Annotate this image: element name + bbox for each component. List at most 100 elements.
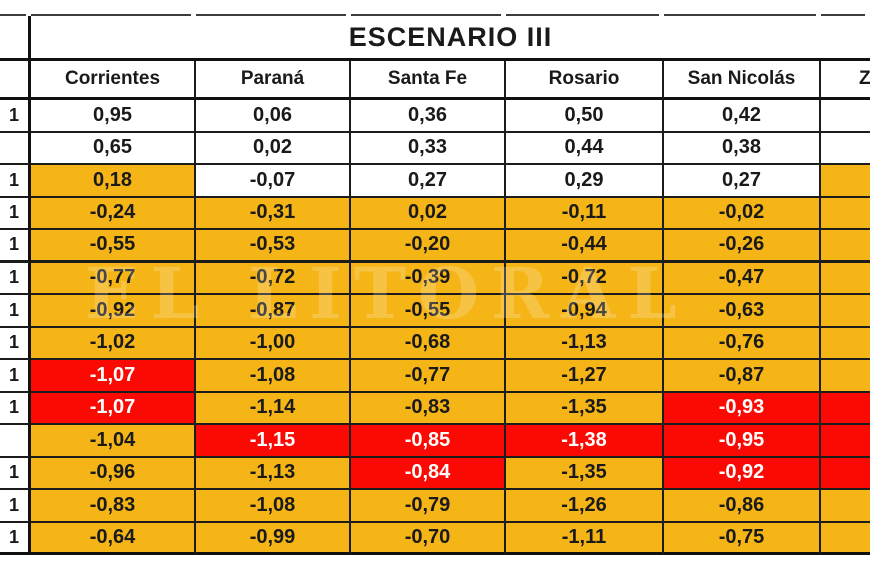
data-cell[interactable]: -0,79 [351, 490, 506, 523]
data-cell[interactable]: -0,64 [31, 522, 196, 555]
data-cell-clipped[interactable] [821, 100, 870, 133]
data-cell-clipped[interactable] [821, 230, 870, 263]
data-cell[interactable]: 0,44 [506, 132, 664, 165]
data-cell[interactable]: -1,02 [31, 327, 196, 360]
data-cell[interactable]: 0,65 [31, 132, 196, 165]
column-header-paran-[interactable]: Paraná [196, 61, 351, 100]
data-cell[interactable]: 0,27 [664, 165, 821, 198]
data-cell[interactable]: -1,13 [196, 457, 351, 490]
data-cell[interactable]: 0,02 [196, 132, 351, 165]
data-cell[interactable]: -1,07 [31, 360, 196, 393]
data-cell[interactable]: -0,02 [664, 197, 821, 230]
data-cell[interactable]: -0,77 [351, 360, 506, 393]
data-cell[interactable]: -0,87 [664, 360, 821, 393]
data-cell[interactable]: 0,06 [196, 100, 351, 133]
data-cell[interactable]: 0,50 [506, 100, 664, 133]
data-cell[interactable]: -0,70 [351, 522, 506, 555]
data-cell-clipped[interactable] [821, 262, 870, 295]
data-cell-clipped[interactable] [821, 295, 870, 328]
row-label-cell[interactable] [0, 132, 31, 165]
data-cell-clipped[interactable] [821, 392, 870, 425]
data-cell-clipped[interactable] [821, 132, 870, 165]
column-header-santa-fe[interactable]: Santa Fe [351, 61, 506, 100]
data-cell[interactable]: -0,07 [196, 165, 351, 198]
data-cell-clipped[interactable] [821, 165, 870, 198]
data-cell[interactable]: -0,92 [31, 295, 196, 328]
row-label-cell[interactable]: 1 [0, 490, 31, 523]
data-cell[interactable]: 0,02 [351, 197, 506, 230]
data-cell[interactable]: 0,33 [351, 132, 506, 165]
data-cell[interactable]: -0,86 [664, 490, 821, 523]
row-label-cell[interactable]: 1 [0, 197, 31, 230]
data-cell[interactable]: -1,26 [506, 490, 664, 523]
row-label-cell[interactable]: 1 [0, 392, 31, 425]
data-cell[interactable]: -1,14 [196, 392, 351, 425]
data-cell[interactable]: -0,53 [196, 230, 351, 263]
row-label-cell[interactable]: 1 [0, 522, 31, 555]
data-cell[interactable]: -0,11 [506, 197, 664, 230]
row-label-cell[interactable]: 1 [0, 100, 31, 133]
data-cell[interactable]: -1,15 [196, 425, 351, 458]
data-cell[interactable]: -1,00 [196, 327, 351, 360]
data-cell-clipped[interactable] [821, 360, 870, 393]
data-cell[interactable]: -0,26 [664, 230, 821, 263]
row-label-cell[interactable] [0, 425, 31, 458]
data-cell[interactable]: -0,24 [31, 197, 196, 230]
data-cell[interactable]: -0,85 [351, 425, 506, 458]
row-label-cell[interactable]: 1 [0, 262, 31, 295]
column-header-z[interactable]: Z [821, 61, 870, 100]
data-cell[interactable]: -0,96 [31, 457, 196, 490]
data-cell[interactable]: -0,72 [196, 262, 351, 295]
data-cell[interactable]: -0,95 [664, 425, 821, 458]
data-cell-clipped[interactable] [821, 522, 870, 555]
data-cell[interactable]: -0,72 [506, 262, 664, 295]
data-cell[interactable]: -0,92 [664, 457, 821, 490]
data-cell[interactable]: 0,38 [664, 132, 821, 165]
data-cell[interactable]: -0,55 [31, 230, 196, 263]
data-cell[interactable]: -0,83 [351, 392, 506, 425]
data-cell[interactable]: -0,94 [506, 295, 664, 328]
data-cell[interactable]: 0,18 [31, 165, 196, 198]
column-header-rosario[interactable]: Rosario [506, 61, 664, 100]
data-cell[interactable]: -1,08 [196, 490, 351, 523]
data-cell[interactable]: 0,42 [664, 100, 821, 133]
data-cell[interactable]: -0,63 [664, 295, 821, 328]
row-label-cell[interactable]: 1 [0, 295, 31, 328]
data-cell[interactable]: -1,27 [506, 360, 664, 393]
row-label-cell[interactable]: 1 [0, 165, 31, 198]
data-cell[interactable]: -0,44 [506, 230, 664, 263]
data-cell-clipped[interactable] [821, 197, 870, 230]
data-cell[interactable]: -0,39 [351, 262, 506, 295]
data-cell[interactable]: -1,35 [506, 392, 664, 425]
data-cell[interactable]: -0,84 [351, 457, 506, 490]
data-cell-clipped[interactable] [821, 490, 870, 523]
row-label-cell[interactable]: 1 [0, 360, 31, 393]
column-header-san-nicol-s[interactable]: San Nicolás [664, 61, 821, 100]
data-cell[interactable]: -1,13 [506, 327, 664, 360]
data-cell[interactable]: -1,04 [31, 425, 196, 458]
row-label-cell[interactable]: 1 [0, 457, 31, 490]
data-cell-clipped[interactable] [821, 457, 870, 490]
data-cell[interactable]: -0,75 [664, 522, 821, 555]
data-cell-clipped[interactable] [821, 425, 870, 458]
data-cell[interactable]: -1,08 [196, 360, 351, 393]
row-label-cell[interactable]: 1 [0, 230, 31, 263]
data-cell[interactable]: -0,77 [31, 262, 196, 295]
data-cell[interactable]: -1,38 [506, 425, 664, 458]
data-cell[interactable]: -1,35 [506, 457, 664, 490]
data-cell[interactable]: 0,36 [351, 100, 506, 133]
data-cell[interactable]: -0,31 [196, 197, 351, 230]
row-label-cell[interactable]: 1 [0, 327, 31, 360]
data-cell[interactable]: -1,11 [506, 522, 664, 555]
data-cell[interactable]: -0,93 [664, 392, 821, 425]
data-cell[interactable]: 0,95 [31, 100, 196, 133]
data-cell[interactable]: -0,76 [664, 327, 821, 360]
data-cell[interactable]: 0,29 [506, 165, 664, 198]
data-cell[interactable]: -0,68 [351, 327, 506, 360]
data-cell[interactable]: 0,27 [351, 165, 506, 198]
row-label-header-cell[interactable] [0, 61, 31, 100]
data-cell[interactable]: -0,83 [31, 490, 196, 523]
data-cell[interactable]: -1,07 [31, 392, 196, 425]
data-cell-clipped[interactable] [821, 327, 870, 360]
data-cell[interactable]: -0,99 [196, 522, 351, 555]
